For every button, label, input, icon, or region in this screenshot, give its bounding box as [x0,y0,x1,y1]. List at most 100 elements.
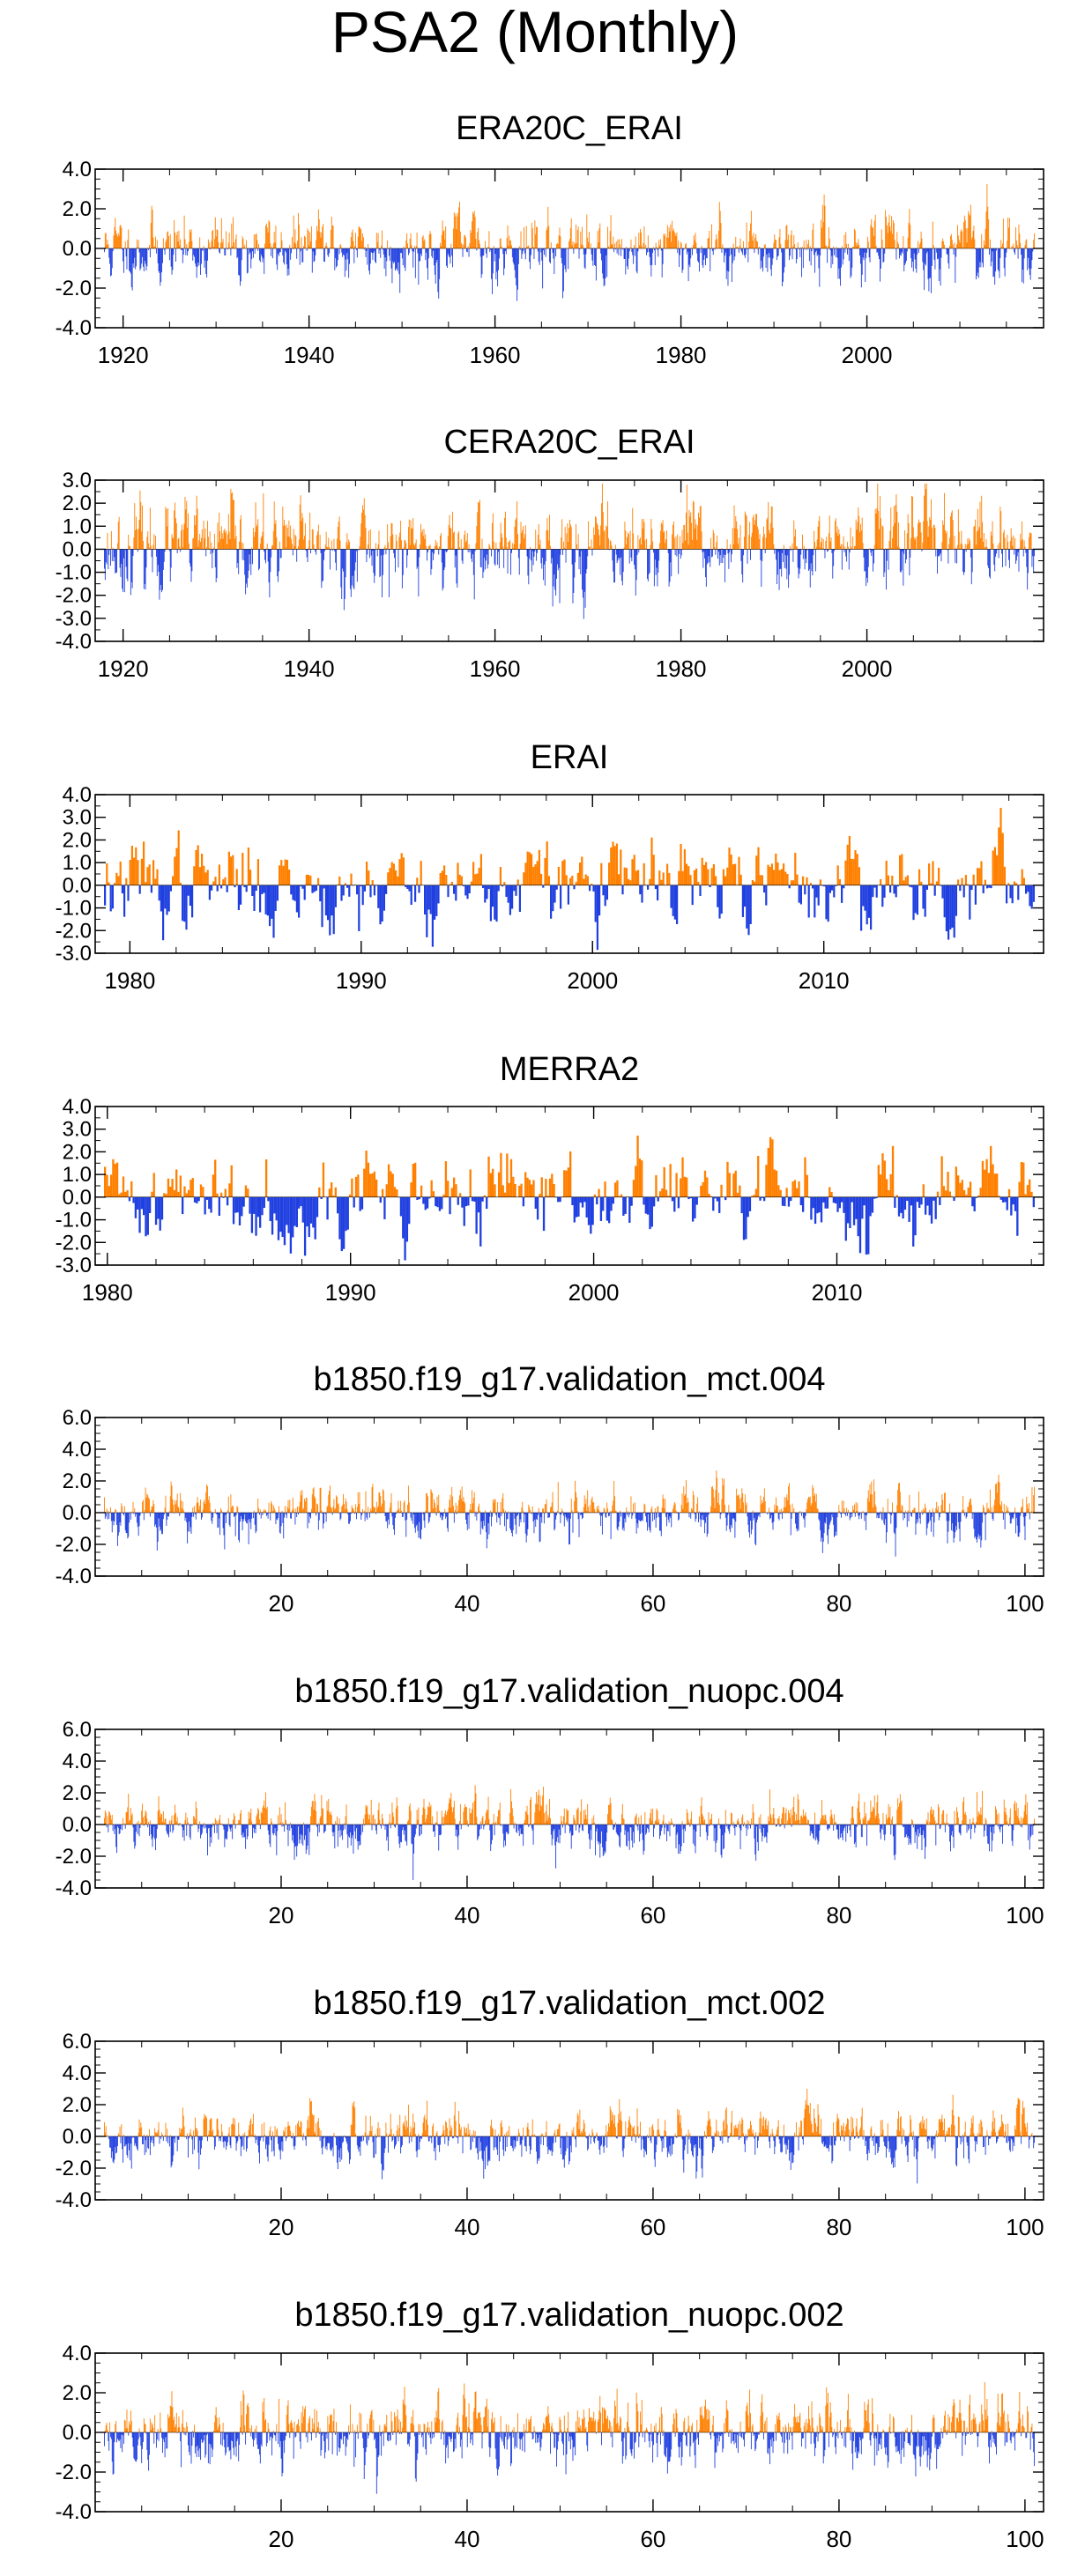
bar [620,239,622,248]
bar [489,1513,491,1517]
bar [313,1487,315,1513]
bar [819,248,821,287]
bar [351,549,353,586]
bar [401,540,402,550]
bar [958,1513,960,1529]
bar [382,1503,383,1513]
bar [220,1507,221,1513]
bar [610,215,612,248]
bar [765,248,767,269]
bar [410,520,412,550]
bar [593,1502,595,1513]
bar [505,885,508,898]
bar [899,248,901,255]
bar [654,885,657,890]
bar [197,1196,200,1202]
bar [608,1196,611,1224]
bar [1001,833,1004,885]
bar [377,1506,379,1513]
bar [332,885,335,935]
bar [405,240,407,248]
bar [155,236,156,248]
bar [175,848,178,885]
bar [589,248,591,249]
bar [601,1513,603,1535]
bar [440,1513,442,1515]
bar [271,544,273,550]
bar [638,233,640,248]
bar [926,1196,929,1206]
bar [1029,248,1030,276]
bar [189,885,191,907]
bar [283,525,285,550]
bar [866,236,868,248]
bar [822,1196,825,1203]
bar [681,248,683,273]
bar [857,1503,858,1513]
bar [824,549,826,559]
bar [799,248,801,257]
bar [848,549,850,570]
bar [201,1513,203,1518]
bar [958,531,960,550]
bar [1032,885,1035,902]
bar [943,524,945,550]
bar [469,549,471,552]
bar [813,1487,814,1513]
bar [420,1513,422,1530]
bar [200,1499,202,1513]
bar [1015,226,1016,248]
bar [419,549,420,558]
bar [833,549,835,566]
bar [487,1156,490,1197]
bar [259,543,261,550]
bar [261,885,264,895]
y-tick-label: 0.0 [63,237,92,261]
bar [886,1513,887,1543]
bar [891,216,893,248]
bar [423,1513,425,1521]
bar [477,1513,479,1514]
bar [246,549,248,588]
bar [647,235,649,248]
bar [375,233,377,248]
bar [137,247,138,248]
bar [843,536,844,550]
bar [892,233,893,248]
bar [705,549,706,578]
bar [587,237,589,248]
bar [892,537,893,550]
bar [381,1506,383,1513]
bar [910,537,912,550]
bar [914,1196,917,1236]
bar [278,248,279,255]
bar [158,248,160,271]
bar [433,549,435,561]
bar [537,549,538,553]
bar [926,248,928,252]
bar [612,841,614,885]
bar [205,549,207,557]
bar [303,246,305,248]
bar [814,1501,816,1513]
bar [523,872,525,885]
bar [697,248,699,262]
bar [175,518,176,550]
bar [289,537,291,550]
bar [328,537,330,550]
bar [149,547,150,550]
bar [899,248,900,259]
bar [294,1196,296,1226]
bar [823,549,825,551]
bar [958,240,960,248]
bar [494,549,496,566]
bar [201,248,202,264]
bar [895,1513,896,1557]
bar [512,248,514,263]
bar [992,850,994,885]
bar [170,549,172,568]
bar [430,549,432,575]
bar [197,248,199,263]
bar [562,549,563,555]
bar [1007,541,1009,550]
